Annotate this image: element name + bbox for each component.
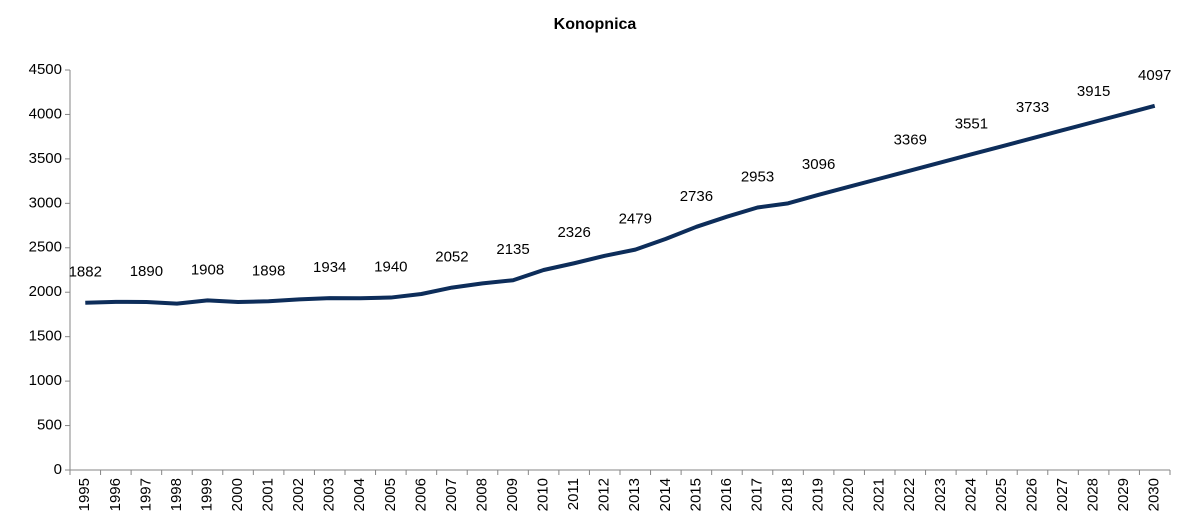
data-label: 1940 xyxy=(374,259,407,276)
chart-title: Konopnica xyxy=(554,16,637,33)
x-tick-label: 1999 xyxy=(198,478,215,511)
x-tick-label: 2019 xyxy=(810,478,827,511)
x-tick-label: 2027 xyxy=(1054,478,1071,511)
x-tick-label: 2025 xyxy=(993,478,1010,511)
y-tick-label: 3000 xyxy=(29,194,62,211)
data-label: 1882 xyxy=(69,264,102,281)
x-tick-label: 2017 xyxy=(748,478,765,511)
x-tick-label: 2018 xyxy=(779,478,796,511)
y-tick-label: 4000 xyxy=(29,105,62,122)
data-label: 2326 xyxy=(557,224,590,241)
x-tick-label: 2001 xyxy=(260,478,277,511)
x-tick-label: 2007 xyxy=(443,478,460,511)
x-tick-label: 2014 xyxy=(657,478,674,511)
data-label: 3915 xyxy=(1077,83,1110,100)
x-tick-label: 1996 xyxy=(107,478,124,511)
x-tick-label: 1995 xyxy=(76,478,93,511)
data-label: 2052 xyxy=(435,249,468,266)
x-tick-label: 2003 xyxy=(321,478,338,511)
line-series xyxy=(85,103,1156,306)
x-tick-label: 2016 xyxy=(718,478,735,511)
x-tick-label: 2029 xyxy=(1115,478,1132,511)
y-tick-label: 2000 xyxy=(29,283,62,300)
y-tick-label: 1000 xyxy=(29,372,62,389)
data-label: 1898 xyxy=(252,262,285,279)
x-tick-label: 2021 xyxy=(871,478,888,511)
data-label: 4097 xyxy=(1138,67,1171,84)
x-tick-label: 2020 xyxy=(840,478,857,511)
data-label: 2953 xyxy=(741,168,774,185)
x-tick-label: 2012 xyxy=(596,478,613,511)
x-tick-label: 2030 xyxy=(1146,478,1163,511)
x-tick-label: 2024 xyxy=(962,478,979,511)
y-tick-label: 1500 xyxy=(29,328,62,345)
y-tick-label: 0 xyxy=(54,461,62,478)
data-label: 3551 xyxy=(955,115,988,132)
data-label: 3096 xyxy=(802,156,835,173)
x-tick-label: 2005 xyxy=(382,478,399,511)
x-tick-label: 1997 xyxy=(137,478,154,511)
x-tick-label: 2008 xyxy=(473,478,490,511)
x-tick-label: 2013 xyxy=(626,478,643,511)
data-label: 3733 xyxy=(1016,99,1049,116)
x-tick-label: 2006 xyxy=(412,478,429,511)
data-label: 2479 xyxy=(619,211,652,228)
x-tick-label: 1998 xyxy=(168,478,185,511)
y-tick-label: 2500 xyxy=(29,239,62,256)
data-label: 2736 xyxy=(680,188,713,205)
x-tick-label: 2022 xyxy=(901,478,918,511)
data-label: 1934 xyxy=(313,259,346,276)
x-tick-label: 2028 xyxy=(1085,478,1102,511)
x-tick-label: 2015 xyxy=(687,478,704,511)
x-tick-label: 2010 xyxy=(535,478,552,511)
y-tick-label: 3500 xyxy=(29,150,62,167)
x-tick-label: 2004 xyxy=(351,478,368,511)
y-tick-label: 4500 xyxy=(29,61,62,78)
x-tick-label: 2023 xyxy=(932,478,949,511)
data-label: 2135 xyxy=(496,241,529,258)
x-tick-label: 2009 xyxy=(504,478,521,511)
data-label: 3369 xyxy=(894,132,927,149)
x-tick-label: 2002 xyxy=(290,478,307,511)
x-tick-label: 2000 xyxy=(229,478,246,511)
x-tick-label: 2011 xyxy=(565,478,582,510)
data-label: 1890 xyxy=(130,263,163,280)
y-tick-label: 500 xyxy=(37,417,62,434)
x-tick-label: 2026 xyxy=(1023,478,1040,511)
data-label: 1908 xyxy=(191,261,224,278)
